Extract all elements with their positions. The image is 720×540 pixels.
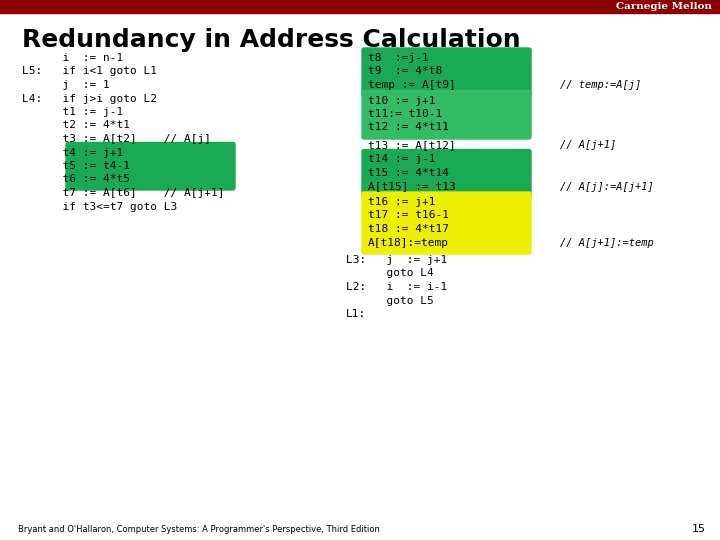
Text: t12 := 4*t11: t12 := 4*t11 <box>368 123 449 132</box>
Text: t4 := j+1: t4 := j+1 <box>22 147 123 158</box>
Text: j  := 1: j := 1 <box>22 80 109 90</box>
Text: t6 := 4*t5: t6 := 4*t5 <box>22 174 130 185</box>
Text: t9  := 4*t8: t9 := 4*t8 <box>368 66 442 77</box>
FancyBboxPatch shape <box>362 48 531 97</box>
Text: t8  :=j-1: t8 :=j-1 <box>368 53 428 63</box>
Text: // A[j+1]:=temp: // A[j+1]:=temp <box>560 238 654 247</box>
Text: t5 := t4-1: t5 := t4-1 <box>22 161 130 171</box>
FancyBboxPatch shape <box>362 192 531 254</box>
Text: // A[j+1]: // A[j+1] <box>560 140 616 150</box>
Text: Carnegie Mellon: Carnegie Mellon <box>616 2 712 11</box>
Text: L2:   i  := i-1: L2: i := i-1 <box>346 282 447 292</box>
Text: L3:   j  := j+1: L3: j := j+1 <box>346 255 447 265</box>
Text: A[t18]:=temp: A[t18]:=temp <box>368 238 449 247</box>
Text: t10 := j+1: t10 := j+1 <box>368 96 436 105</box>
Text: t13 := A[t12]: t13 := A[t12] <box>368 140 456 150</box>
Text: L5:   if i<1 goto L1: L5: if i<1 goto L1 <box>22 66 157 77</box>
Text: if t3<=t7 goto L3: if t3<=t7 goto L3 <box>22 201 177 212</box>
FancyBboxPatch shape <box>66 143 235 190</box>
Text: i  := n-1: i := n-1 <box>22 53 123 63</box>
Text: goto L5: goto L5 <box>346 295 433 306</box>
Text: Bryant and O'Hallaron, Computer Systems: A Programmer's Perspective, Third Editi: Bryant and O'Hallaron, Computer Systems:… <box>18 525 380 534</box>
Text: A[t15] := t13: A[t15] := t13 <box>368 181 456 192</box>
Text: t11:= t10-1: t11:= t10-1 <box>368 109 442 119</box>
Text: // temp:=A[j]: // temp:=A[j] <box>560 80 642 90</box>
Text: t3 := A[t2]    // A[j]: t3 := A[t2] // A[j] <box>22 134 211 144</box>
Text: t1 := j-1: t1 := j-1 <box>22 107 123 117</box>
Text: temp := A[t9]: temp := A[t9] <box>368 80 456 90</box>
Text: t14 := j-1: t14 := j-1 <box>368 154 436 165</box>
Text: L1:: L1: <box>346 309 366 319</box>
Text: t17 := t16-1: t17 := t16-1 <box>368 211 449 220</box>
Text: t16 := j+1: t16 := j+1 <box>368 197 436 207</box>
Text: t2 := 4*t1: t2 := 4*t1 <box>22 120 130 131</box>
Text: L4:   if j>i goto L2: L4: if j>i goto L2 <box>22 93 157 104</box>
Text: t7 := A[t6]    // A[j+1]: t7 := A[t6] // A[j+1] <box>22 188 225 198</box>
Text: t15 := 4*t14: t15 := 4*t14 <box>368 168 449 178</box>
FancyBboxPatch shape <box>362 150 531 198</box>
Text: goto L4: goto L4 <box>346 268 433 279</box>
Text: t18 := 4*t17: t18 := 4*t17 <box>368 224 449 234</box>
Bar <box>0 0 720 13</box>
Text: // A[j]:=A[j+1]: // A[j]:=A[j+1] <box>560 181 654 192</box>
Text: 15: 15 <box>692 524 706 534</box>
FancyBboxPatch shape <box>362 91 531 139</box>
Text: Redundancy in Address Calculation: Redundancy in Address Calculation <box>22 28 521 52</box>
